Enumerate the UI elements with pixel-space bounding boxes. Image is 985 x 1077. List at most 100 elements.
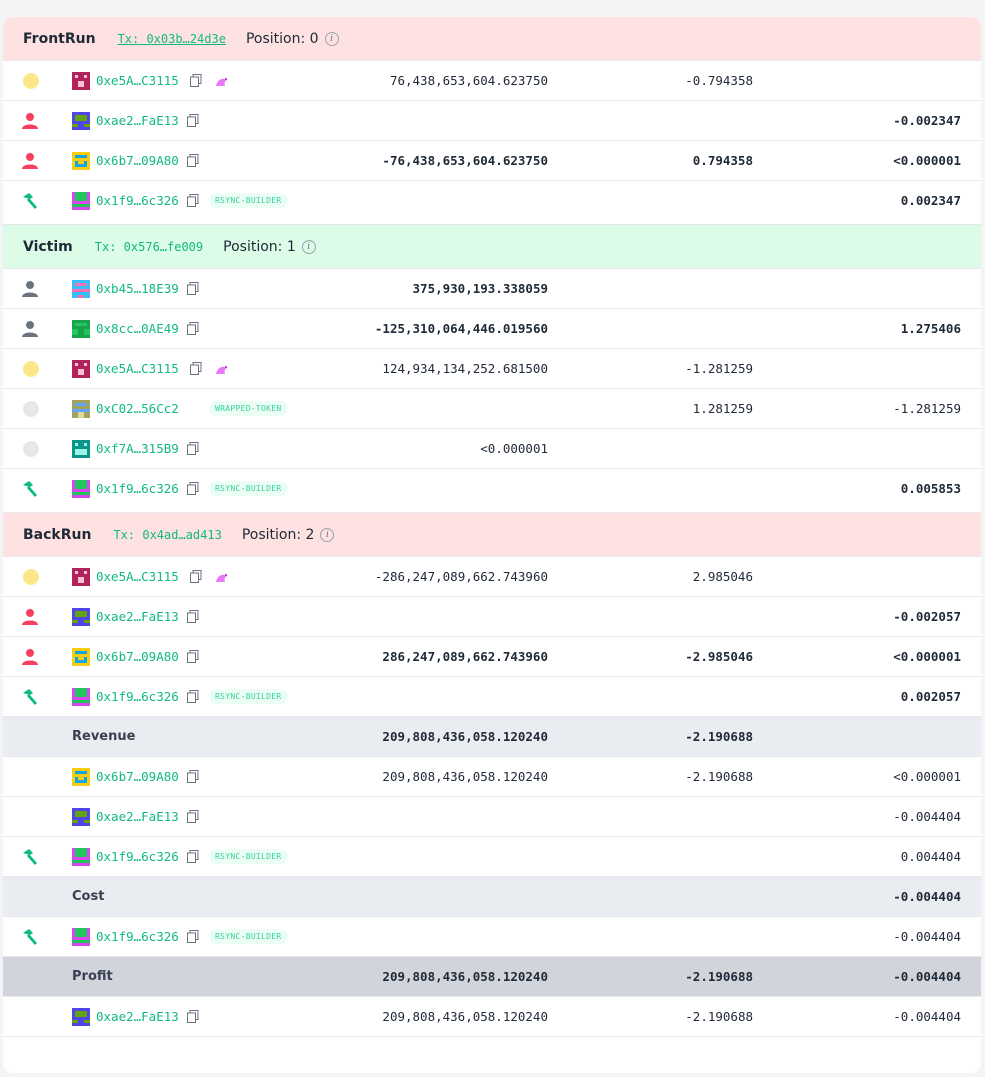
address-link[interactable]: 0xae2…FaE13 xyxy=(96,1009,179,1024)
value-cell: 1.281259 xyxy=(692,401,753,416)
address-link[interactable]: 0x1f9…6c326 xyxy=(96,849,179,864)
eth-cell: -0.002057 xyxy=(893,609,961,624)
eth-cell: -0.004404 xyxy=(893,969,961,984)
contract-dot-icon xyxy=(23,73,39,89)
identicon-avatar xyxy=(72,480,90,498)
copy-icon[interactable] xyxy=(187,650,199,663)
position-label: Position: 1 xyxy=(223,238,296,255)
address-link[interactable]: 0xe5A…C3115 xyxy=(96,569,179,584)
hammer-icon xyxy=(23,929,37,945)
section-header-backrun: BackRun Tx: 0x4ad…ad413 Position: 2 i xyxy=(3,513,981,557)
eth-cell: 1.275406 xyxy=(900,321,961,336)
user-icon xyxy=(22,281,38,297)
copy-icon[interactable] xyxy=(190,362,202,375)
position-label: Position: 2 xyxy=(241,526,315,543)
cost-label: Cost xyxy=(72,889,105,904)
address-link[interactable]: 0xae2…FaE13 xyxy=(96,609,179,624)
tag-badge: RSYNC-BUILDER xyxy=(209,481,288,496)
tag-badge: RSYNC-BUILDER xyxy=(209,929,288,944)
contract-dot-icon xyxy=(23,401,39,417)
copy-icon[interactable] xyxy=(187,114,199,127)
tag-badge: RSYNC-BUILDER xyxy=(209,689,288,704)
copy-icon[interactable] xyxy=(187,690,199,703)
contract-dot-icon xyxy=(23,441,39,457)
address-link[interactable]: 0x1f9…6c326 xyxy=(96,689,179,704)
tx-link[interactable]: Tx: 0x4ad…ad413 xyxy=(113,527,222,542)
table-row: 0x6b7…09A80 286,247,089,662.743960 -2.98… xyxy=(3,637,981,677)
address-link[interactable]: 0x1f9…6c326 xyxy=(96,193,179,208)
address-link[interactable]: 0x6b7…09A80 xyxy=(96,649,179,664)
copy-icon[interactable] xyxy=(187,810,199,823)
copy-icon[interactable] xyxy=(187,1010,199,1023)
table-row: 0x1f9…6c326 RSYNC-BUILDER 0.002347 xyxy=(3,181,981,225)
copy-icon[interactable] xyxy=(187,482,199,495)
identicon-avatar xyxy=(72,72,90,90)
address-link[interactable]: 0xe5A…C3115 xyxy=(96,73,179,88)
address-link[interactable]: 0x1f9…6c326 xyxy=(96,929,179,944)
info-icon[interactable]: i xyxy=(301,239,316,254)
identicon-avatar xyxy=(72,112,90,130)
tx-link[interactable]: Tx: 0x576…fe009 xyxy=(94,239,204,254)
section-header-frontrun: FrontRun Tx: 0x03b…24d3e Position: 0 i xyxy=(3,17,981,61)
copy-icon[interactable] xyxy=(187,850,199,863)
address-link[interactable]: 0xb45…18E39 xyxy=(96,281,179,296)
copy-icon[interactable] xyxy=(187,610,199,623)
amount-cell: 76,438,653,604.623750 xyxy=(389,73,548,88)
identicon-avatar xyxy=(72,360,90,378)
identicon-avatar xyxy=(72,648,90,666)
profit-row: Profit 209,808,436,058.120240 -2.190688 … xyxy=(3,957,981,997)
section-header-victim: Victim Tx: 0x576…fe009 Position: 1 i xyxy=(3,225,981,269)
value-cell: -2.985046 xyxy=(685,649,753,664)
copy-icon[interactable] xyxy=(190,74,202,87)
eth-cell: <0.000001 xyxy=(893,769,961,784)
hammer-icon xyxy=(23,481,37,497)
identicon-avatar xyxy=(72,280,90,298)
copy-icon[interactable] xyxy=(187,770,199,783)
table-row: 0x1f9…6c326 RSYNC-BUILDER 0.004404 xyxy=(3,837,981,877)
user-icon xyxy=(22,321,38,337)
amount-cell: 209,808,436,058.120240 xyxy=(382,769,548,784)
eth-cell: 0.002347 xyxy=(900,193,961,208)
address-link[interactable]: 0xae2…FaE13 xyxy=(96,809,179,824)
eth-cell: -0.004404 xyxy=(893,929,961,944)
copy-icon[interactable] xyxy=(187,930,199,943)
user-icon xyxy=(22,649,38,665)
address-link[interactable]: 0x1f9…6c326 xyxy=(96,481,179,496)
address-link[interactable]: 0x8cc…0AE49 xyxy=(96,321,179,336)
copy-icon[interactable] xyxy=(187,442,199,455)
address-link[interactable]: 0xC02…56Cc2 xyxy=(96,401,179,416)
table-row: 0xae2…FaE13 -0.002057 xyxy=(3,597,981,637)
uniswap-icon xyxy=(216,78,227,86)
copy-icon[interactable] xyxy=(187,154,199,167)
copy-icon[interactable] xyxy=(187,322,199,335)
value-cell: -2.190688 xyxy=(685,969,753,984)
value-cell: -0.794358 xyxy=(685,73,753,88)
info-icon[interactable]: i xyxy=(324,31,339,46)
identicon-avatar xyxy=(72,608,90,626)
tag-badge: WRAPPED-TOKEN xyxy=(209,401,288,416)
table-row: 0xae2…FaE13 209,808,436,058.120240 -2.19… xyxy=(3,997,981,1037)
copy-icon[interactable] xyxy=(190,570,202,583)
eth-cell: 0.004404 xyxy=(900,849,961,864)
amount-cell: <0.000001 xyxy=(480,441,548,456)
value-cell: -2.190688 xyxy=(685,1009,753,1024)
address-link[interactable]: 0x6b7…09A80 xyxy=(96,769,179,784)
tx-link[interactable]: Tx: 0x03b…24d3e xyxy=(117,31,226,46)
profit-label: Profit xyxy=(72,969,113,984)
identicon-avatar xyxy=(72,440,90,458)
address-link[interactable]: 0xe5A…C3115 xyxy=(96,361,179,376)
address-link[interactable]: 0x6b7…09A80 xyxy=(96,153,179,168)
section-title: Victim xyxy=(23,238,73,255)
identicon-avatar xyxy=(72,688,90,706)
eth-cell: -0.004404 xyxy=(893,809,961,824)
copy-icon[interactable] xyxy=(187,194,199,207)
info-icon[interactable]: i xyxy=(320,527,335,542)
tag-badge: RSYNC-BUILDER xyxy=(209,193,288,208)
table-row: 0xae2…FaE13 -0.004404 xyxy=(3,797,981,837)
amount-cell: 209,808,436,058.120240 xyxy=(382,1009,548,1024)
identicon-avatar xyxy=(72,568,90,586)
address-link[interactable]: 0xae2…FaE13 xyxy=(96,113,179,128)
identicon-avatar xyxy=(72,808,90,826)
copy-icon[interactable] xyxy=(187,282,199,295)
address-link[interactable]: 0xf7A…315B9 xyxy=(96,441,179,456)
